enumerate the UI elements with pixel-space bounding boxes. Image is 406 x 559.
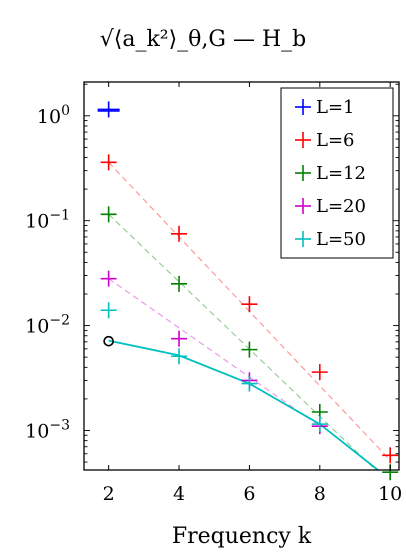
y-axis-ticks: 100 10−1 10−2 10−3	[25, 83, 399, 463]
point-l12-k6	[241, 341, 258, 358]
y-minor-ticks	[84, 83, 399, 463]
trend-line-l20	[108, 278, 321, 427]
point-l6-k4	[171, 225, 188, 242]
legend-label-l50: L=50	[316, 229, 366, 250]
x-tick-label-6: 6	[243, 483, 255, 505]
point-l20-k2	[100, 270, 117, 287]
point-l12-k2	[100, 206, 117, 223]
legend-item-l6: L=6	[295, 130, 355, 151]
point-l50-k4	[171, 348, 188, 365]
point-l6-k2	[100, 154, 117, 171]
point-l1-k2	[97, 101, 120, 118]
point-l20-k4	[171, 330, 188, 347]
legend-label-l6: L=6	[316, 130, 355, 151]
legend-item-l12: L=12	[295, 163, 366, 184]
legend-item-l1: L=1	[295, 97, 355, 118]
point-l50-k6	[241, 375, 258, 392]
point-l6-k10	[382, 447, 399, 464]
y-tick-label-−1: 10−1	[25, 208, 70, 233]
chart-title: √⟨a_k²⟩_θ,G — H_b	[100, 27, 307, 52]
x-axis-label: Frequency k	[172, 524, 312, 549]
data-points	[97, 101, 399, 481]
legend-label-l12: L=12	[316, 163, 366, 184]
legend-label-l1: L=1	[316, 97, 355, 118]
x-tick-label-8: 8	[314, 483, 326, 505]
x-axis-ticks: 2 4 6 8 10	[103, 82, 402, 505]
point-l6-k8	[311, 364, 328, 381]
legend: L=1 L=6 L=12 L=20 L=50	[280, 87, 394, 259]
legend-label-l20: L=20	[316, 196, 366, 217]
plot-frame	[83, 81, 400, 471]
y-tick-label-−2: 10−2	[25, 313, 70, 338]
x-tick-label-10: 10	[378, 483, 402, 505]
y-tick-label-−3: 10−3	[25, 417, 70, 442]
point-l6-k6	[241, 296, 258, 313]
x-tick-label-4: 4	[173, 483, 185, 505]
legend-item-l20: L=20	[295, 196, 366, 217]
point-l50-k8	[311, 416, 328, 433]
x-tick-label-2: 2	[103, 483, 115, 505]
point-l50-k2	[100, 302, 117, 319]
legend-item-l50: L=50	[295, 229, 366, 250]
y-tick-label-0: 100	[37, 103, 70, 128]
chart-title-text: √⟨a_k²⟩_θ,G — H_b	[100, 27, 307, 52]
point-l12-k4	[171, 275, 188, 292]
circle-marker	[103, 335, 114, 347]
